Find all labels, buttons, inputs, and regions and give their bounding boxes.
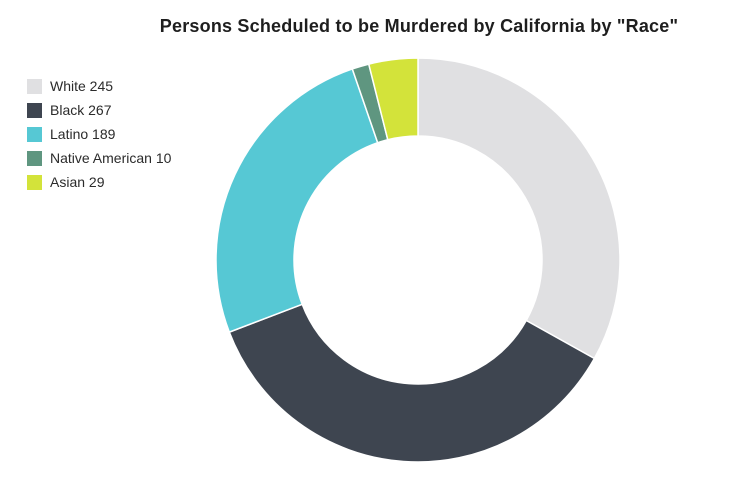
legend-label: Asian 29	[50, 174, 105, 190]
legend-item-white[interactable]: White 245	[27, 74, 171, 98]
legend-item-black[interactable]: Black 267	[27, 98, 171, 122]
legend-swatch	[27, 78, 42, 94]
legend-swatch	[27, 174, 42, 190]
legend: White 245 Black 267 Latino 189 Native Am…	[27, 74, 171, 194]
slice-asian[interactable]	[367, 57, 419, 141]
legend-label: White 245	[50, 78, 114, 94]
slice-latino[interactable]	[215, 68, 379, 334]
legend-label: Black 267	[50, 102, 112, 118]
legend-item-asian[interactable]: Asian 29	[27, 170, 171, 194]
legend-swatch	[27, 126, 42, 142]
legend-swatch	[27, 150, 42, 166]
legend-item-latino[interactable]: Latino 189	[27, 122, 171, 146]
legend-item-native-american[interactable]: Native American 10	[27, 146, 171, 170]
legend-swatch	[27, 102, 42, 118]
legend-label: Latino 189	[50, 126, 116, 142]
legend-label: Native American 10	[50, 150, 172, 166]
slice-black[interactable]	[228, 303, 596, 463]
chart-title: Persons Scheduled to be Murdered by Cali…	[159, 16, 679, 36]
slice-white[interactable]	[417, 57, 621, 360]
